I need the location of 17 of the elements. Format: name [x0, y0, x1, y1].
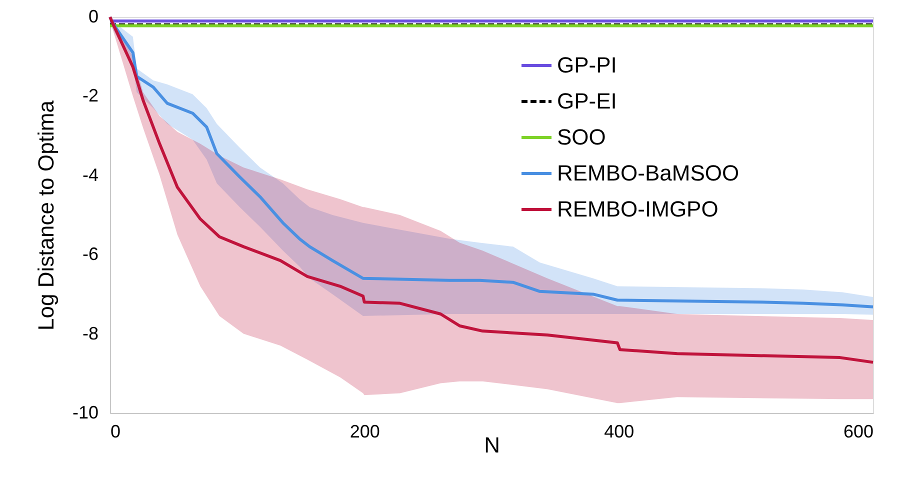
y-axis-title: Log Distance to Optima [33, 100, 58, 330]
legend-label: GP-EI [557, 88, 617, 114]
y-tick-label: -2 [82, 86, 98, 106]
x-axis-title: N [484, 432, 500, 458]
x-tick-label: 0 [110, 422, 121, 442]
legend-label: GP-PI [557, 52, 617, 78]
x-tick-label: 600 [843, 422, 874, 442]
y-tick-label: 0 [88, 6, 98, 26]
legend-label: REMBO-IMGPO [557, 196, 718, 222]
y-tick-label: -10 [72, 402, 98, 422]
x-tick-label: 400 [604, 422, 634, 442]
y-tick-label: -4 [82, 164, 98, 185]
legend-label: SOO [557, 124, 606, 150]
y-tick-label: -6 [82, 244, 98, 264]
x-tick-label: 200 [350, 422, 380, 442]
legend-label: REMBO-BaMSOO [557, 160, 740, 186]
y-tick-label: -8 [82, 323, 98, 344]
